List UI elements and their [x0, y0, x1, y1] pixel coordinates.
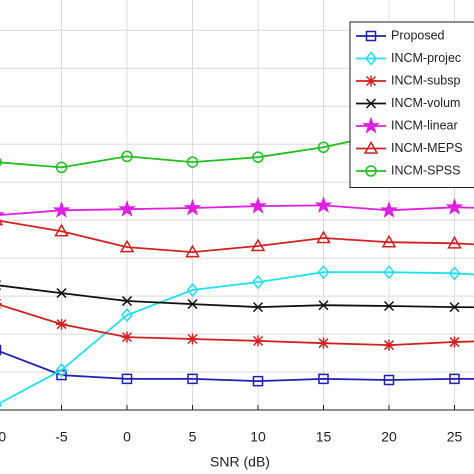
- legend-label: INCM-volum: [391, 96, 460, 110]
- marker: [250, 238, 266, 252]
- series-line: [0, 271, 474, 404]
- marker: [121, 331, 133, 343]
- marker: [56, 318, 67, 330]
- marker: [185, 244, 200, 258]
- marker: [316, 230, 331, 244]
- legend-label: INCM-SPSS: [391, 163, 460, 177]
- marker: [55, 161, 68, 174]
- marker: [318, 300, 329, 311]
- marker: [383, 339, 395, 351]
- legend-label: INCM-linear: [391, 118, 458, 132]
- marker: [186, 156, 199, 168]
- marker: [187, 333, 198, 345]
- marker: [317, 141, 330, 154]
- marker: [121, 307, 133, 323]
- marker: [317, 265, 330, 280]
- marker: [448, 266, 461, 281]
- legend-marker: [365, 165, 377, 177]
- x-axis-label: SNR (dB): [210, 454, 270, 470]
- series-line: [0, 304, 474, 347]
- marker: [183, 198, 202, 216]
- legend-marker: [365, 75, 377, 87]
- x-tick-label: 20: [381, 429, 397, 445]
- marker: [0, 212, 5, 223]
- marker: [252, 151, 264, 163]
- marker: [383, 300, 395, 312]
- marker: [187, 299, 198, 310]
- legend-marker: [365, 30, 377, 42]
- marker: [381, 234, 397, 248]
- marker: [119, 239, 135, 253]
- x-tick-label: 10: [250, 429, 266, 445]
- legend-label: INCM-projec: [391, 51, 461, 65]
- series-line: [0, 204, 474, 216]
- marker: [252, 302, 264, 313]
- marker: [0, 402, 2, 408]
- marker: [318, 373, 329, 385]
- marker: [118, 199, 136, 217]
- marker: [252, 375, 264, 387]
- legend-marker: [363, 140, 379, 154]
- marker: [121, 150, 133, 163]
- x-tick-label: -5: [55, 429, 68, 445]
- legend-label: Proposed: [391, 28, 445, 42]
- marker: [121, 296, 133, 307]
- marker: [0, 344, 2, 356]
- marker: [252, 335, 264, 347]
- series-line: [0, 350, 474, 383]
- marker: [447, 235, 462, 249]
- marker: [383, 374, 395, 386]
- x-tick-label: 25: [447, 429, 463, 445]
- marker: [383, 265, 395, 280]
- marker: [449, 336, 460, 348]
- legend-marker: [365, 51, 377, 66]
- marker: [380, 200, 398, 218]
- legend-label: INCM-MEPS: [391, 141, 463, 155]
- marker: [187, 373, 198, 385]
- marker: [186, 282, 199, 298]
- legend-marker: [365, 98, 377, 109]
- marker: [449, 302, 460, 313]
- marker: [55, 362, 68, 378]
- x-tick-label: -10: [0, 429, 6, 445]
- x-tick-label: 5: [189, 429, 197, 445]
- marker: [0, 157, 2, 167]
- legend: Proposed INCM-projec INCM-subsp INCM-volum I…: [349, 21, 474, 188]
- x-tick-label: 0: [123, 429, 131, 445]
- marker: [52, 200, 71, 218]
- legend-marker: [362, 116, 380, 134]
- series-line: [0, 219, 474, 254]
- marker: [314, 196, 333, 213]
- x-tick-label: 15: [316, 429, 332, 445]
- marker: [249, 196, 267, 214]
- marker: [0, 298, 2, 309]
- marker: [449, 373, 460, 385]
- marker: [121, 373, 133, 385]
- marker: [252, 274, 264, 290]
- marker: [318, 337, 329, 349]
- marker: [56, 288, 67, 299]
- marker: [54, 223, 69, 237]
- legend-label: INCM-subsp: [391, 73, 461, 87]
- marker: [445, 197, 464, 215]
